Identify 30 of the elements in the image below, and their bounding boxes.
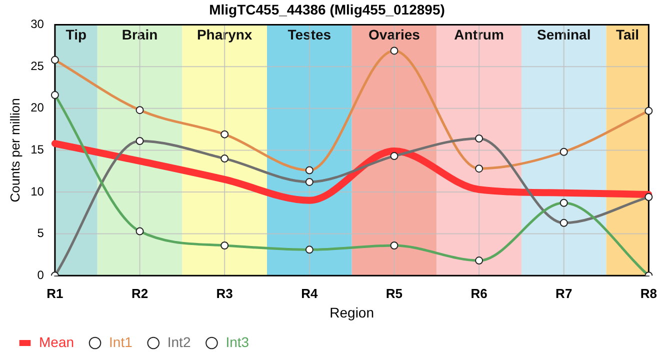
y-tick-label: 25 <box>30 58 44 73</box>
band-label: Ovaries <box>368 26 420 43</box>
x-tick-label: R8 <box>640 286 658 301</box>
x-tick-label: R6 <box>470 286 488 301</box>
x-tick-label: R3 <box>216 286 233 301</box>
band-label: Seminal <box>537 26 591 43</box>
y-tick-label: 0 <box>37 268 44 282</box>
x-tick-label: R1 <box>46 286 64 301</box>
legend-label: Int2 <box>167 334 191 350</box>
x-tick-label: R2 <box>131 286 148 301</box>
legend-label: Mean <box>39 334 74 350</box>
band-label: Pharynx <box>196 26 252 43</box>
y-axis-title: Counts per million <box>7 98 22 202</box>
y-tick-label: 10 <box>30 184 44 198</box>
y-tick-label: 5 <box>37 226 44 240</box>
x-tick-label: R5 <box>386 286 403 301</box>
legend-label: Int1 <box>109 334 133 350</box>
band-label: Tip <box>66 26 87 43</box>
x-tick-label: R7 <box>556 286 572 301</box>
y-tick-label: 30 <box>30 17 44 32</box>
legend-label: Int3 <box>226 334 250 350</box>
band-label: Brain <box>122 26 158 43</box>
y-tick-label: 15 <box>30 142 44 157</box>
x-axis-title: Region <box>330 304 374 320</box>
band-label: Tail <box>616 26 640 43</box>
chart-title: MligTC455_44386 (Mlig455_012895) <box>209 1 445 18</box>
y-tick-label: 20 <box>30 100 44 115</box>
band-label: Testes <box>288 26 332 43</box>
x-tick-label: R4 <box>301 286 318 301</box>
band-label: Antrum <box>454 26 504 43</box>
